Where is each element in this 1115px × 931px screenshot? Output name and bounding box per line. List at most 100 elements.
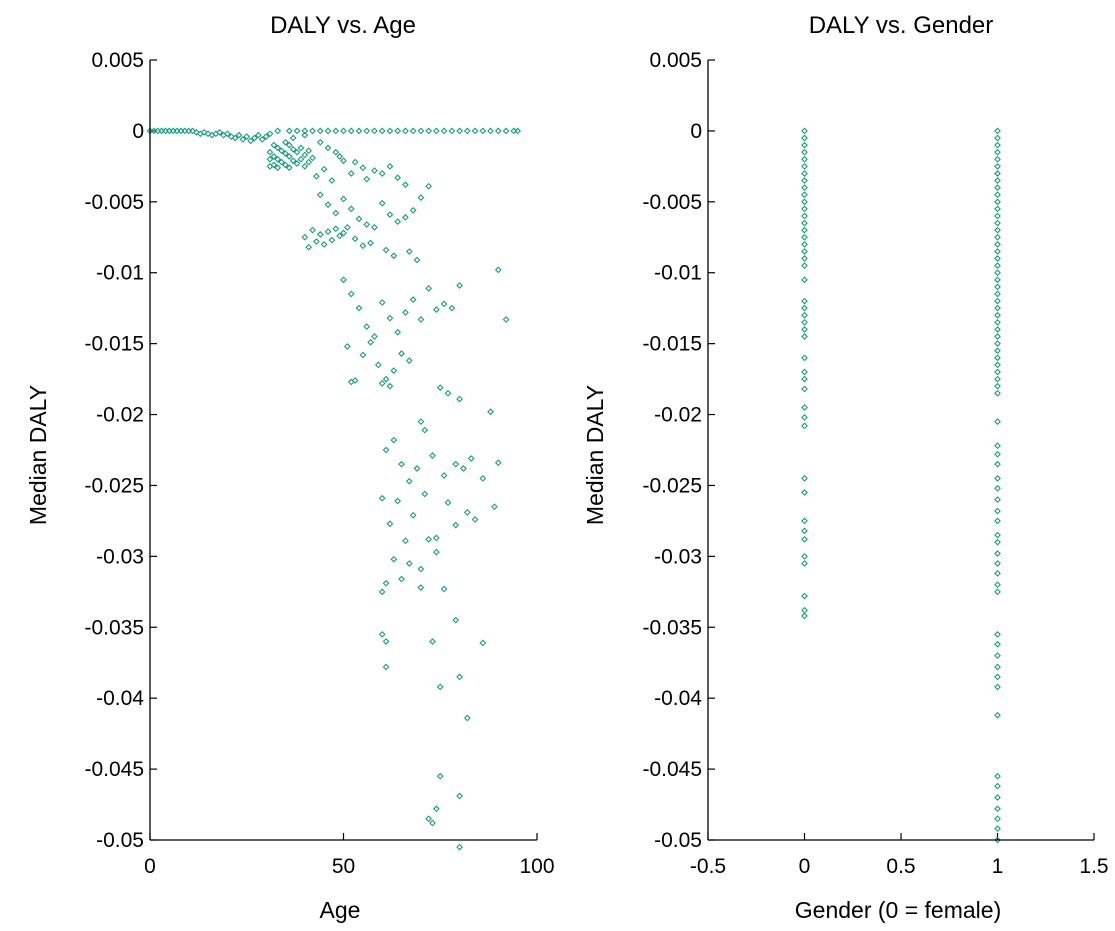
data-point: [332, 148, 340, 156]
daly-vs-gender-panel: DALY vs. Gender Gender (0 = female) Medi…: [582, 12, 1109, 923]
data-point: [274, 164, 282, 172]
y-axis-label: Median DALY: [25, 385, 51, 525]
data-point: [994, 318, 1001, 326]
y-tick-label: -0.04: [654, 687, 702, 710]
data-point: [456, 843, 463, 851]
data-point: [293, 127, 301, 135]
data-point: [801, 240, 808, 248]
data-point: [305, 147, 313, 155]
data-point: [994, 382, 1001, 390]
data-point: [316, 191, 324, 199]
data-point: [433, 306, 440, 313]
data-point: [994, 368, 1001, 376]
data-point: [801, 226, 808, 234]
data-point: [355, 304, 363, 312]
x-tick-label: 0: [144, 855, 156, 878]
data-point: [487, 408, 494, 416]
data-point: [994, 233, 1001, 241]
data-point: [994, 134, 1001, 142]
data-point: [371, 167, 378, 174]
data-point: [417, 127, 425, 135]
data-point: [336, 153, 344, 160]
data-point: [456, 395, 463, 403]
data-point: [994, 484, 1001, 492]
data-point: [382, 375, 390, 383]
data-point: [282, 161, 289, 169]
data-point: [289, 134, 297, 142]
data-point: [332, 225, 340, 233]
data-point: [994, 570, 1001, 577]
data-point: [417, 565, 425, 573]
data-point: [394, 174, 402, 182]
data-point: [425, 284, 433, 292]
data-point: [994, 794, 1001, 801]
data-point: [340, 195, 347, 203]
data-point: [801, 191, 808, 199]
data-point: [994, 531, 1001, 539]
data-point: [231, 134, 239, 142]
data-point: [994, 711, 1001, 719]
data-point: [494, 266, 502, 274]
data-point: [363, 127, 371, 135]
data-point: [801, 219, 808, 227]
data-point: [402, 214, 409, 221]
data-point: [332, 209, 340, 217]
data-point: [456, 127, 463, 135]
y-tick-label: -0.01: [96, 262, 144, 285]
y-tick-label: -0.025: [642, 474, 702, 497]
data-point: [994, 347, 1001, 355]
data-point: [289, 157, 297, 165]
data-point: [359, 164, 367, 172]
data-point: [274, 127, 282, 135]
data-point: [994, 782, 1001, 790]
data-point: [994, 375, 1001, 383]
data-point: [305, 243, 313, 251]
data-point: [402, 127, 409, 135]
data-point: [479, 474, 487, 482]
data-point: [270, 161, 278, 169]
data-point: [994, 162, 1001, 170]
y-tick-label: -0.01: [654, 262, 702, 285]
data-point: [378, 379, 386, 387]
data-point: [801, 606, 808, 614]
data-point: [994, 630, 1001, 638]
data-point: [479, 127, 487, 135]
data-point: [413, 256, 421, 264]
data-point: [204, 130, 212, 138]
x-tick-label: 100: [519, 855, 554, 878]
data-point: [297, 155, 305, 163]
data-point: [340, 157, 347, 165]
data-point: [347, 290, 355, 298]
data-point: [398, 460, 405, 468]
data-point: [514, 127, 522, 135]
data-point: [417, 316, 425, 323]
data-point: [224, 130, 231, 138]
y-tick-label: -0.02: [654, 404, 702, 427]
data-point: [394, 127, 402, 135]
daly-vs-age-panel: DALY vs. Age Age Median DALY 0.005 0 -0.00…: [25, 12, 555, 923]
data-point: [409, 296, 417, 304]
data-point: [994, 581, 1001, 589]
data-point: [251, 134, 258, 142]
data-point: [801, 474, 808, 482]
data-point: [994, 815, 1001, 823]
data-point: [801, 422, 808, 430]
data-point: [285, 127, 293, 135]
data-point: [425, 182, 433, 190]
data-point: [994, 205, 1001, 213]
data-point: [801, 184, 808, 192]
data-point: [801, 155, 808, 163]
data-point: [994, 389, 1001, 397]
data-point: [386, 382, 394, 390]
data-point: [994, 311, 1001, 319]
data-point: [801, 177, 808, 184]
data-point: [193, 128, 200, 136]
data-point: [452, 616, 460, 624]
data-point: [801, 248, 808, 255]
data-point: [994, 255, 1001, 262]
data-point: [425, 815, 433, 823]
data-point: [440, 585, 448, 593]
data-point: [436, 384, 444, 391]
x-tick-label: 0: [799, 855, 811, 878]
